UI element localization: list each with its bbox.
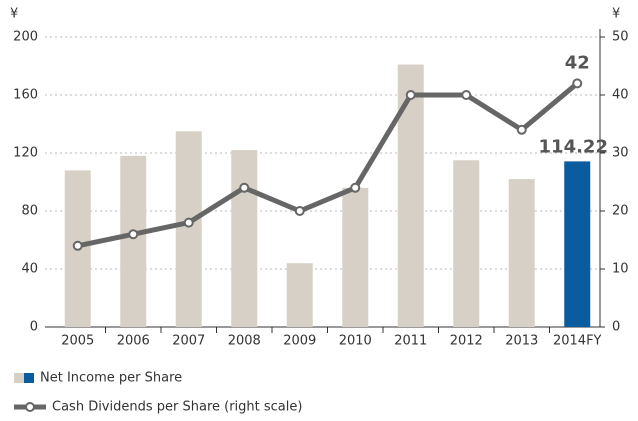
bar (564, 161, 591, 327)
x-tick-label: 2011 (394, 334, 427, 349)
marker (350, 182, 361, 193)
marker (183, 217, 194, 228)
y-tick-label: 160 (13, 88, 38, 103)
legend-swatch (24, 373, 34, 383)
y-tick-label: 200 (13, 30, 38, 45)
x-tick-label: 2014FY (553, 334, 602, 349)
y-tick-label: 40 (21, 262, 38, 277)
y2-tick-label: 30 (612, 146, 629, 161)
y2-tick-label: 40 (612, 88, 629, 103)
legend-marker (25, 402, 35, 412)
marker (461, 90, 472, 100)
y2-tick-label: 50 (612, 30, 629, 45)
x-tick-label: 2010 (339, 334, 372, 349)
y-unit: ¥ (10, 7, 18, 22)
y-tick-label: 80 (21, 204, 38, 219)
marker (294, 206, 305, 216)
marker (572, 78, 583, 89)
x-tick-label: 2009 (283, 334, 316, 349)
bar (286, 263, 313, 327)
y2-unit: ¥ (612, 7, 620, 22)
bar (120, 155, 147, 327)
bar (508, 179, 535, 327)
line (77, 81, 579, 249)
y2-tick-label: 0 (612, 320, 620, 335)
x-tick-label: 2012 (450, 334, 483, 349)
bar (453, 160, 480, 327)
marker (239, 182, 250, 193)
x-tick-label: 2013 (505, 334, 538, 349)
x-tick-label: 2006 (117, 334, 150, 349)
marker (516, 124, 527, 135)
legend-label: Net Income per Share (40, 371, 182, 386)
y2-tick-label: 20 (612, 204, 629, 219)
bar (175, 131, 202, 327)
x-tick-label: 2007 (172, 334, 205, 349)
y2-tick-label: 10 (612, 262, 629, 277)
x-tick-label: 2008 (228, 334, 261, 349)
bar (342, 187, 369, 327)
marker (405, 90, 416, 100)
x-tick-label: 2005 (61, 334, 94, 349)
data-label: 114.22 (539, 136, 608, 157)
data-label: 42 (565, 52, 590, 73)
bar (231, 150, 258, 327)
legend-swatch (14, 373, 24, 383)
y-tick-label: 120 (13, 146, 38, 161)
marker (128, 229, 139, 240)
marker (72, 240, 83, 251)
bar (397, 64, 424, 328)
legend-label: Cash Dividends per Share (right scale) (52, 400, 302, 415)
y-tick-label: 0 (30, 320, 38, 335)
